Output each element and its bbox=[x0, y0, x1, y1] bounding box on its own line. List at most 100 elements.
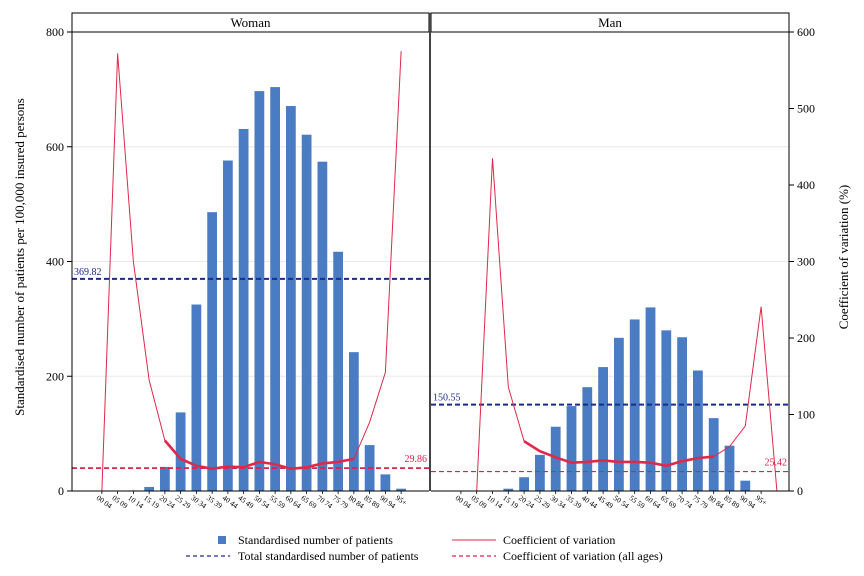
x-tick-label: 80 84 bbox=[707, 493, 726, 510]
bar bbox=[566, 406, 577, 491]
bar bbox=[740, 480, 751, 491]
x-tick-label: 20 24 bbox=[517, 493, 536, 510]
legend: Standardised number of patients Coeffici… bbox=[186, 533, 663, 563]
x-tick-label: 60 64 bbox=[643, 493, 662, 510]
x-tick-label: 90 94 bbox=[378, 493, 397, 510]
x-tick-label: 95+ bbox=[754, 493, 769, 507]
bar bbox=[333, 251, 344, 491]
x-tick-label: 55 59 bbox=[628, 493, 647, 510]
x-tick-label: 35 39 bbox=[564, 493, 583, 510]
right-y-axis-title: Coefficient of variation (%) bbox=[836, 185, 851, 330]
right-y-axis: 0 100 200 300 400 500 600 bbox=[789, 25, 815, 498]
bar bbox=[396, 488, 407, 491]
bar bbox=[254, 91, 265, 491]
bar bbox=[724, 445, 735, 491]
right-y-tick-label: 200 bbox=[797, 331, 815, 345]
right-y-tick-label: 500 bbox=[797, 102, 815, 116]
bar bbox=[503, 488, 514, 491]
right-y-tick-label: 400 bbox=[797, 178, 815, 192]
x-tick-label: 45 49 bbox=[596, 493, 615, 510]
x-tick-label: 15 19 bbox=[501, 493, 520, 510]
x-tick-label: 45 49 bbox=[236, 493, 255, 510]
total-reference-label: 369.82 bbox=[74, 267, 102, 278]
bar bbox=[614, 337, 624, 491]
left-y-axis-title: Standardised number of patients per 100,… bbox=[12, 98, 27, 416]
x-tick-label: 70 74 bbox=[675, 493, 694, 510]
bar bbox=[535, 454, 545, 491]
x-tick-label: 50 54 bbox=[252, 493, 271, 510]
bar bbox=[270, 87, 281, 491]
x-tick-label: 05 09 bbox=[110, 493, 129, 510]
left-y-tick-label: 0 bbox=[58, 484, 64, 498]
cv-line-bold bbox=[163, 439, 355, 471]
panel-title: Man bbox=[598, 15, 622, 30]
x-tick-label: 25 29 bbox=[533, 493, 552, 510]
x-tick-label: 85 89 bbox=[362, 493, 381, 510]
x-tick-label: 00 04 bbox=[454, 493, 473, 510]
bar bbox=[222, 160, 233, 491]
legend-cv-label: Coefficient of variation bbox=[503, 533, 615, 547]
left-y-tick-label: 200 bbox=[46, 369, 64, 383]
cv-all-ages-label: 29.86 bbox=[405, 454, 428, 465]
x-tick-label: 30 34 bbox=[189, 493, 208, 510]
x-tick-label: 75 79 bbox=[331, 493, 350, 510]
bar bbox=[582, 387, 593, 491]
bar bbox=[348, 352, 359, 491]
bar bbox=[519, 477, 529, 491]
x-tick-label: 60 64 bbox=[284, 493, 303, 510]
x-tick-label: 35 39 bbox=[205, 493, 224, 510]
left-y-tick-label: 400 bbox=[46, 255, 64, 269]
total-reference-label: 150.55 bbox=[433, 393, 461, 404]
x-tick-label: 30 34 bbox=[549, 493, 568, 510]
x-tick-label: 25 29 bbox=[173, 493, 192, 510]
right-y-tick-label: 600 bbox=[797, 25, 815, 39]
x-tick-label: 20 24 bbox=[158, 493, 177, 510]
x-tick-label: 00 04 bbox=[95, 493, 114, 510]
bar bbox=[380, 474, 391, 491]
legend-bar-label: Standardised number of patients bbox=[238, 533, 393, 547]
x-tick-label: 75 79 bbox=[691, 493, 710, 510]
x-tick-label: 85 89 bbox=[722, 493, 741, 510]
x-tick-label: 10 14 bbox=[485, 493, 504, 510]
x-tick-label: 15 19 bbox=[142, 493, 161, 510]
right-y-tick-label: 300 bbox=[797, 255, 815, 269]
left-y-tick-label: 600 bbox=[46, 140, 64, 154]
cv-line-bold bbox=[523, 440, 714, 468]
bar bbox=[285, 106, 296, 492]
bar bbox=[693, 370, 703, 491]
legend-bar-swatch bbox=[218, 536, 226, 544]
bar bbox=[207, 212, 218, 491]
legend-total-label: Total standardised number of patients bbox=[238, 549, 419, 563]
x-tick-label: 10 14 bbox=[126, 493, 145, 510]
left-y-tick-label: 800 bbox=[46, 25, 64, 39]
legend-cv-all-label: Coefficient of variation (all ages) bbox=[503, 549, 663, 563]
right-y-tick-label: 100 bbox=[797, 408, 815, 422]
x-tick-label: 70 74 bbox=[315, 493, 334, 510]
bar bbox=[550, 426, 561, 491]
cv-all-ages-label: 25.42 bbox=[765, 458, 788, 469]
bar bbox=[661, 330, 672, 491]
bar bbox=[317, 161, 328, 492]
bar bbox=[144, 486, 155, 491]
bar bbox=[598, 367, 608, 491]
x-tick-label: 40 44 bbox=[580, 493, 599, 510]
bar bbox=[708, 418, 719, 491]
x-tick-label: 90 94 bbox=[738, 493, 757, 510]
x-tick-label: 65 69 bbox=[299, 493, 318, 510]
x-tick-label: 05 09 bbox=[470, 493, 489, 510]
right-y-tick-label: 0 bbox=[797, 484, 803, 498]
bar bbox=[645, 307, 656, 491]
left-y-axis: 0 200 400 600 800 bbox=[46, 25, 72, 498]
x-tick-label: 55 59 bbox=[268, 493, 287, 510]
bar bbox=[238, 128, 249, 491]
x-tick-label: 40 44 bbox=[221, 493, 240, 510]
x-tick-label: 65 69 bbox=[659, 493, 678, 510]
x-tick-label: 50 54 bbox=[612, 493, 631, 510]
bar bbox=[301, 134, 312, 492]
panel-title: Woman bbox=[230, 15, 271, 30]
bar bbox=[677, 337, 687, 491]
bar bbox=[175, 412, 186, 491]
